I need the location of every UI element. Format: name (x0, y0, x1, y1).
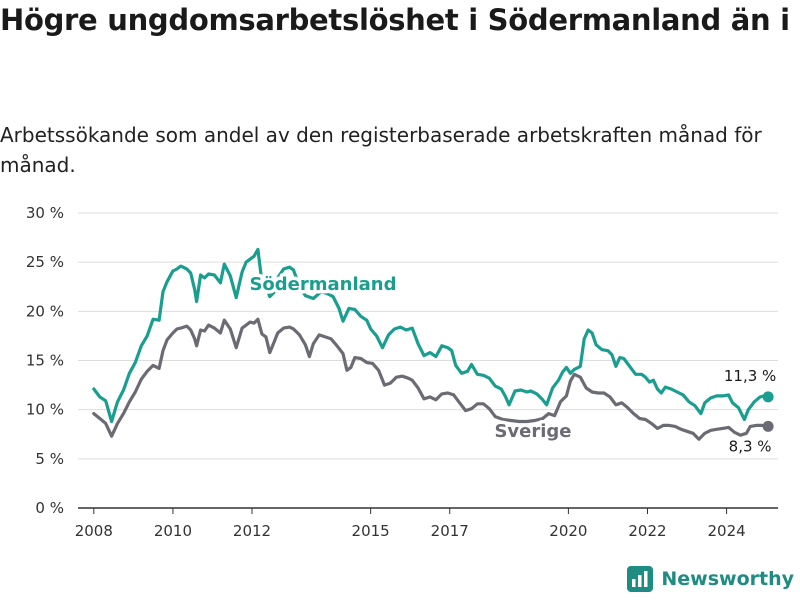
y-axis: 0 % 5 % 10 % 15 % 20 % 25 % 30 % (26, 204, 64, 517)
chart-subtitle: Arbetssökande som andel av den registerb… (0, 123, 762, 177)
y-tick-label: 10 % (26, 401, 64, 419)
series-labels: 11,3 % 8,3 % Södermanland Sverige (246, 271, 776, 456)
gridlines (78, 212, 778, 509)
y-tick-label: 20 % (26, 302, 64, 320)
x-tick-label: 2017 (431, 522, 469, 540)
x-tick-label: 2008 (75, 522, 113, 540)
series-line-sdermanland (92, 247, 770, 424)
brand-logo: Newsworthy (627, 562, 794, 596)
series-lines (92, 247, 774, 441)
brand-name: Newsworthy (661, 568, 794, 590)
x-tick-label: 2022 (628, 522, 666, 540)
y-tick-label: 30 % (26, 204, 64, 222)
series-label-sodermanland: Södermanland (249, 274, 396, 295)
series-line-sverige (92, 317, 770, 441)
x-tick-label: 2020 (549, 522, 587, 540)
y-tick-label: 5 % (35, 450, 64, 468)
newsworthy-icon (627, 566, 654, 592)
series-label-sverige: Sverige (494, 421, 571, 442)
chart-title: Högre ungdomsarbetslöshet i Södermanland… (0, 3, 800, 37)
end-value-label: 11,3 % (724, 367, 776, 385)
series-end-point (762, 391, 774, 403)
y-tick-label: 0 % (35, 499, 64, 517)
y-tick-label: 15 % (26, 352, 64, 370)
end-value-label: 8,3 % (729, 437, 772, 455)
x-tick-label: 2015 (352, 522, 390, 540)
x-axis: 2008 2010 2012 2015 2017 2020 2022 2024 (75, 508, 746, 540)
x-tick-label: 2012 (233, 522, 271, 540)
x-tick-label: 2024 (707, 522, 745, 540)
y-tick-label: 25 % (26, 253, 64, 271)
series-end-point (762, 420, 774, 432)
x-tick-label: 2010 (154, 522, 192, 540)
